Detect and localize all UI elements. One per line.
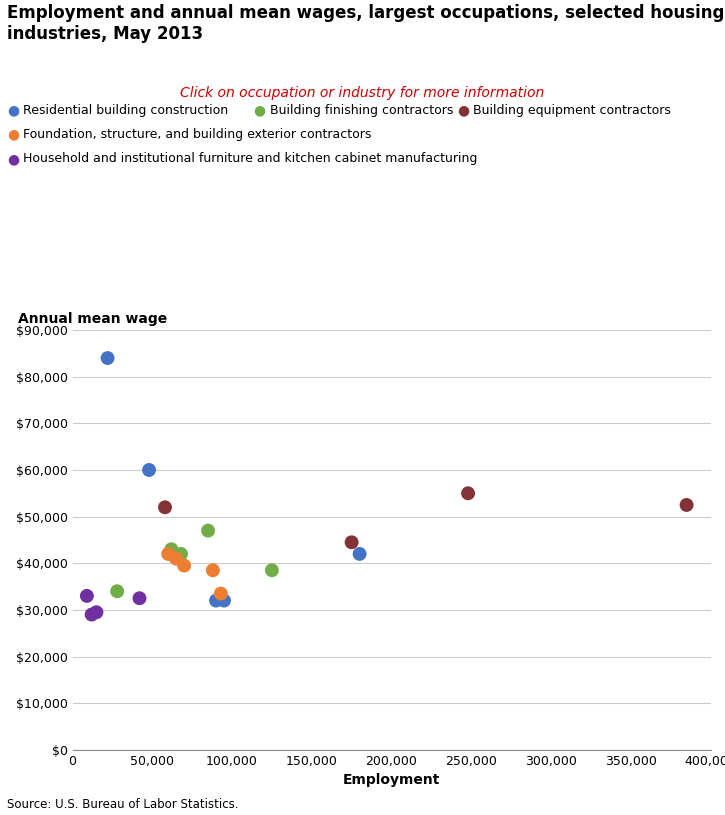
Point [354, 548, 365, 561]
Point [86, 608, 97, 621]
Point [178, 559, 190, 572]
Point [207, 564, 219, 577]
Point [170, 552, 182, 565]
Text: ●: ● [457, 103, 469, 117]
Point [210, 594, 222, 607]
Point [162, 548, 174, 561]
Text: Annual mean wage: Annual mean wage [18, 312, 167, 326]
Point [160, 500, 171, 513]
X-axis label: Employment: Employment [343, 773, 440, 787]
Text: Household and institutional furniture and kitchen cabinet manufacturing: Household and institutional furniture an… [23, 152, 478, 165]
Text: Click on occupation or industry for more information: Click on occupation or industry for more… [181, 86, 544, 99]
Text: Building equipment contractors: Building equipment contractors [473, 104, 671, 117]
Point [346, 535, 357, 548]
Text: ●: ● [7, 103, 20, 117]
Point [81, 589, 93, 602]
Text: Foundation, structure, and building exterior contractors: Foundation, structure, and building exte… [23, 128, 372, 141]
Point [202, 524, 214, 537]
Point [175, 548, 187, 561]
Text: ●: ● [254, 103, 266, 117]
Point [91, 606, 102, 619]
Point [215, 587, 227, 600]
Text: Source: U.S. Bureau of Labor Statistics.: Source: U.S. Bureau of Labor Statistics. [7, 798, 239, 811]
Text: ●: ● [7, 127, 20, 142]
Point [463, 487, 474, 500]
Text: Building finishing contractors: Building finishing contractors [270, 104, 453, 117]
Point [266, 564, 278, 577]
Text: ●: ● [7, 152, 20, 166]
Point [112, 584, 123, 597]
Point [218, 594, 230, 607]
Text: Residential building construction: Residential building construction [23, 104, 228, 117]
Point [102, 351, 113, 364]
Text: Employment and annual mean wages, largest occupations, selected housing-related
: Employment and annual mean wages, larges… [7, 4, 725, 43]
Point [133, 592, 145, 605]
Point [144, 464, 155, 477]
Point [681, 499, 692, 512]
Point [165, 543, 177, 556]
